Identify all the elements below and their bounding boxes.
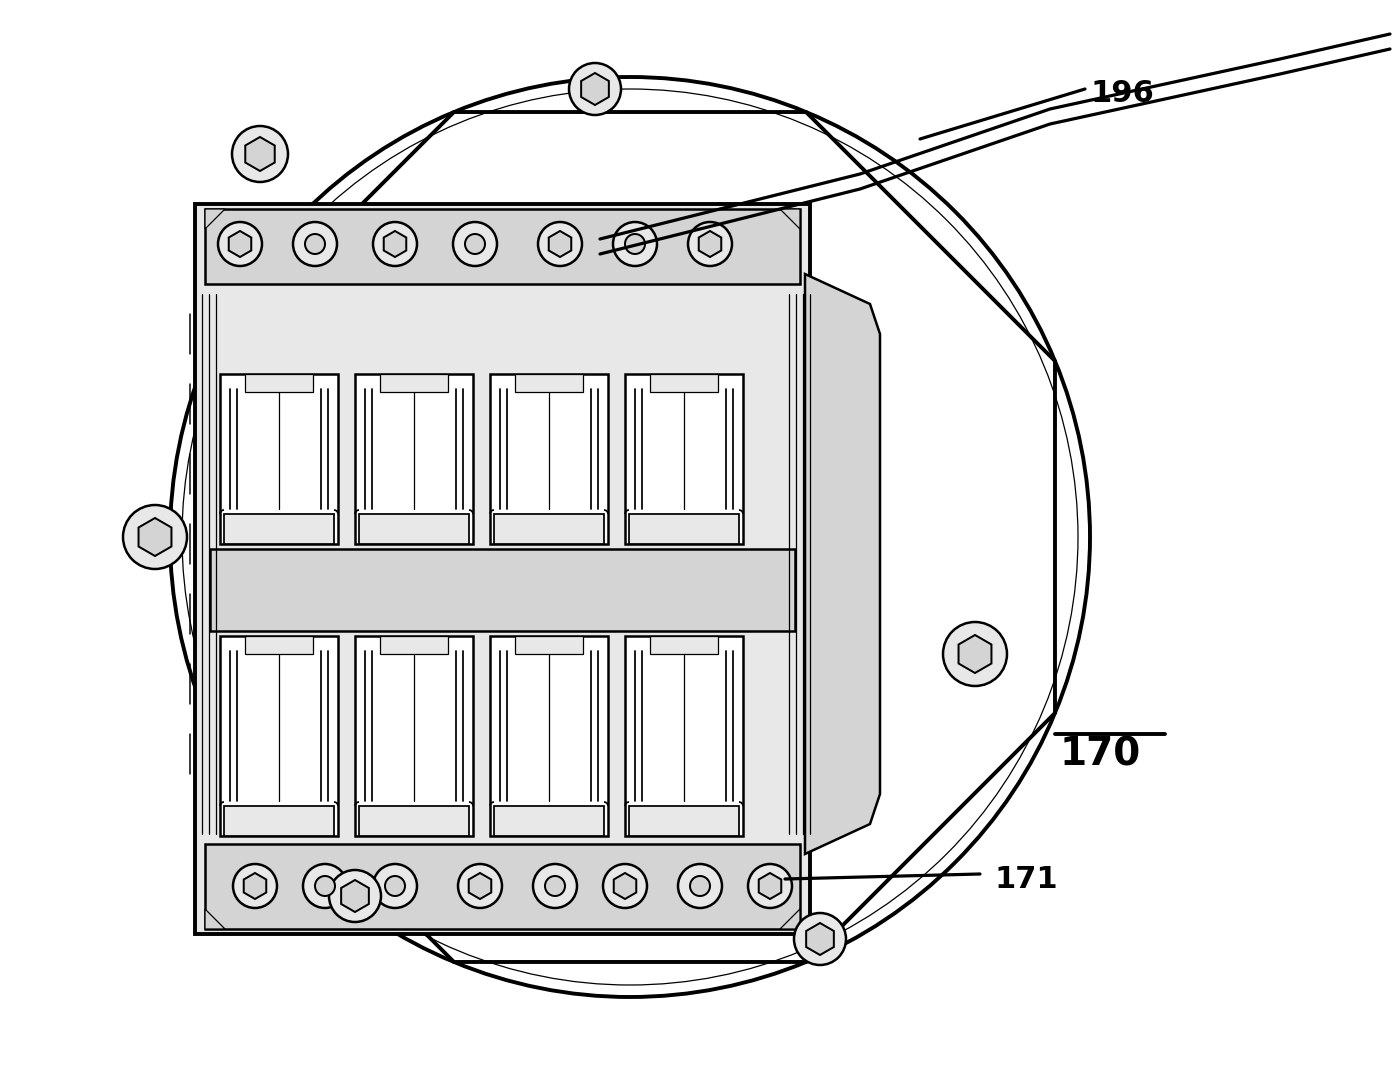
Circle shape [329,870,381,921]
Circle shape [794,913,846,966]
Polygon shape [220,636,337,836]
Polygon shape [204,844,799,929]
Polygon shape [358,806,469,836]
Polygon shape [379,636,448,654]
Polygon shape [581,73,609,105]
Polygon shape [624,636,743,836]
Polygon shape [228,231,251,257]
Circle shape [123,505,188,569]
Polygon shape [244,873,266,899]
Polygon shape [139,518,171,556]
Polygon shape [699,231,721,257]
Polygon shape [356,636,473,836]
Circle shape [538,222,582,266]
Polygon shape [204,209,799,284]
Circle shape [545,876,566,896]
Circle shape [315,876,335,896]
Circle shape [690,876,710,896]
Polygon shape [490,636,608,836]
Text: 171: 171 [995,865,1058,894]
Polygon shape [384,231,406,257]
Polygon shape [245,137,274,171]
Circle shape [218,222,262,266]
Circle shape [302,863,347,908]
Circle shape [465,234,484,253]
Circle shape [613,222,657,266]
Circle shape [624,234,645,253]
Circle shape [944,622,1007,686]
Polygon shape [650,636,718,654]
Polygon shape [959,635,991,673]
Polygon shape [356,374,473,545]
Polygon shape [629,514,739,545]
Circle shape [748,863,792,908]
Circle shape [372,222,417,266]
Circle shape [458,863,503,908]
Polygon shape [220,374,337,545]
Polygon shape [490,374,608,545]
Polygon shape [469,873,491,899]
Circle shape [568,63,622,115]
Circle shape [293,222,337,266]
Polygon shape [204,112,1056,962]
Polygon shape [379,374,448,392]
Circle shape [372,863,417,908]
Circle shape [687,222,732,266]
Polygon shape [224,514,335,545]
Circle shape [305,234,325,253]
Polygon shape [806,923,834,955]
Polygon shape [759,873,781,899]
Circle shape [385,876,405,896]
Circle shape [603,863,647,908]
Polygon shape [224,806,335,836]
Polygon shape [245,636,314,654]
Polygon shape [210,549,795,632]
Polygon shape [805,274,881,854]
Polygon shape [204,209,225,229]
Polygon shape [650,374,718,392]
Polygon shape [629,806,739,836]
Polygon shape [549,231,571,257]
Circle shape [678,863,722,908]
Polygon shape [204,909,225,929]
Polygon shape [515,636,582,654]
Polygon shape [494,514,603,545]
Polygon shape [624,374,743,545]
Polygon shape [515,374,582,392]
Polygon shape [613,873,636,899]
Circle shape [454,222,497,266]
Circle shape [232,863,277,908]
Polygon shape [780,909,799,929]
Circle shape [533,863,577,908]
Circle shape [232,126,288,182]
Polygon shape [494,806,603,836]
Polygon shape [780,209,799,229]
Polygon shape [358,514,469,545]
Polygon shape [245,374,314,392]
Circle shape [169,77,1091,997]
Text: 196: 196 [1091,79,1154,108]
Text: 170: 170 [1060,735,1141,773]
Polygon shape [195,204,811,934]
Polygon shape [342,880,368,912]
